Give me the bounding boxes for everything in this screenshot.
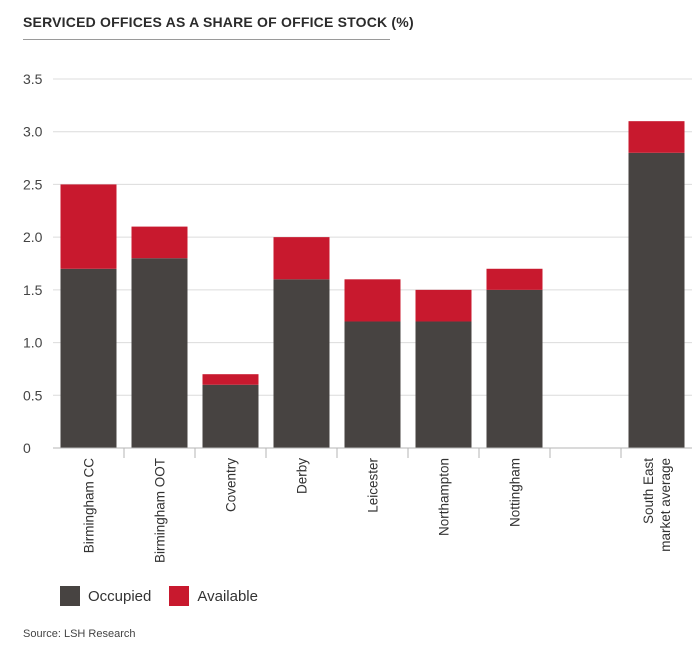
y-tick-label: 3.5 — [23, 71, 43, 87]
stacked-bar-chart: 0 0.5 1.0 1.5 2.0 2.5 3.0 3.5 Birmingham CC Birmi… — [23, 71, 692, 563]
x-tick-label: Birmingham CC — [82, 458, 97, 554]
x-tick-label: market average — [658, 458, 673, 552]
chart-title: SERVICED OFFICES AS A SHARE OF OFFICE ST… — [23, 14, 414, 30]
bar-available — [60, 184, 117, 269]
y-tick-label: 2.5 — [23, 176, 43, 192]
y-tick-label: 0 — [23, 440, 31, 456]
bar-available — [344, 279, 401, 322]
x-tick-label: Leicester — [366, 457, 381, 512]
bar-available — [415, 289, 472, 322]
bar-occupied — [415, 321, 472, 448]
bar-available — [202, 374, 259, 385]
x-tick-label: Derby — [295, 458, 310, 494]
bar-occupied — [344, 321, 401, 448]
legend-label: Available — [197, 587, 258, 605]
bar-occupied — [486, 289, 543, 448]
legend-item-occupied: Occupied — [60, 586, 151, 606]
x-tick-label: Northampton — [437, 458, 452, 536]
x-tick-label: Coventry — [224, 458, 239, 512]
bar-occupied — [202, 384, 259, 448]
y-tick-label: 0.5 — [23, 387, 43, 403]
bar-available — [486, 268, 543, 290]
y-tick-label: 1.0 — [23, 335, 43, 351]
legend-swatch-available — [169, 586, 190, 606]
bar-available — [273, 237, 330, 280]
y-tick-label: 3.0 — [23, 124, 43, 140]
y-tick-label: 1.5 — [23, 282, 43, 298]
x-tick-label: Birmingham OOT — [153, 458, 168, 563]
bar-occupied — [628, 152, 685, 449]
y-tick-label: 2.0 — [23, 229, 43, 245]
x-tick-label: Nottingham — [508, 458, 523, 527]
x-tick-label: South East — [641, 458, 656, 524]
legend-label: Occupied — [88, 587, 152, 605]
title-divider — [23, 39, 390, 40]
bar-available — [131, 226, 188, 259]
source-note: Source: LSH Research — [23, 628, 136, 640]
bar-occupied — [131, 258, 188, 448]
bar-occupied — [60, 268, 117, 448]
legend-swatch-occupied — [60, 586, 80, 606]
bar-occupied — [273, 279, 330, 448]
legend-item-available: Available — [169, 586, 258, 606]
bar-available — [628, 121, 685, 153]
legend: Occupied Available — [60, 586, 276, 606]
